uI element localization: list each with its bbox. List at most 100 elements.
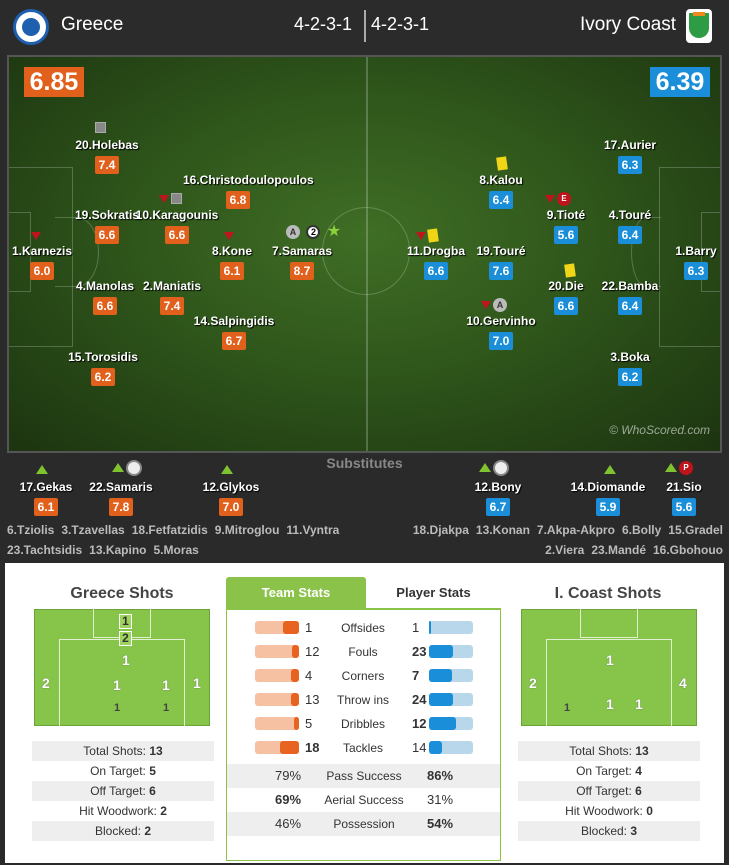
stats-tabs: Team Stats Player Stats xyxy=(226,577,501,609)
away-bench-row-1: 18.Djakpa 13.Konan 7.Akpa-Akpro 6.Bolly 15.G… xyxy=(413,523,723,537)
player-rating: 6.4 xyxy=(489,191,513,209)
team-stats-box: 1 Offsides 1 12 Fouls 23 4 Corners 7 13 Throw ins 2… xyxy=(226,609,501,861)
formation-pitch: 6.85 6.39 A 2 ★ E A 20.Holebas 7.4 16.Chr… xyxy=(7,55,722,453)
sub-bony[interactable]: 12.Bony 6.7 xyxy=(474,480,522,516)
sub-on-arrow-icon xyxy=(112,463,124,473)
home-team-rating: 6.85 xyxy=(24,67,84,97)
player-bamba[interactable]: 22.Bamba 6.4 xyxy=(601,279,659,315)
home-shots-pitch: 1 2 1 2 1 1 1 1 1 xyxy=(34,608,210,729)
bench-player[interactable]: 6.Bolly xyxy=(621,523,662,537)
away-stat-value: 23 xyxy=(412,644,427,659)
home-stat-value: 12 xyxy=(305,644,320,659)
player-rating: 7.4 xyxy=(160,297,184,315)
home-team-name[interactable]: Greece xyxy=(61,14,124,35)
shot-zone-in-box-right: 1 xyxy=(635,696,643,712)
player-salpingidis[interactable]: 14.Salpingidis 6.7 xyxy=(193,314,275,350)
away-stat-bar-bg xyxy=(429,621,473,634)
shot-zone-left: 2 xyxy=(529,675,537,691)
drogba-icons xyxy=(416,227,440,243)
player-rating: 6.1 xyxy=(34,498,58,516)
bench-player[interactable]: 11.Vyntra xyxy=(286,523,340,537)
bench-player[interactable]: 23.Mandé xyxy=(591,543,646,557)
tab-player-stats[interactable]: Player Stats xyxy=(366,577,501,609)
player-christodoulopoulos[interactable]: 16.Christodoulopoulos 6.8 xyxy=(183,173,314,209)
player-manolas[interactable]: 4.Manolas 6.6 xyxy=(75,279,135,315)
sub-glykos[interactable]: 12.Glykos 7.0 xyxy=(202,480,260,516)
bench-player[interactable]: 6.Tziolis xyxy=(7,523,55,537)
away-formation: 4-2-3-1 xyxy=(371,14,430,34)
player-boka[interactable]: 3.Boka 6.2 xyxy=(610,350,650,386)
away-team-name[interactable]: Ivory Coast xyxy=(580,14,677,35)
player-die[interactable]: 20.Die 6.6 xyxy=(548,279,584,315)
bench-player[interactable]: 9.Mitroglou xyxy=(214,523,280,537)
player-holebas[interactable]: 20.Holebas 7.4 xyxy=(75,138,139,174)
player-sokratis[interactable]: 19.Sokratis 6.6 xyxy=(74,208,140,244)
diomande-icons xyxy=(604,461,618,477)
shot-zone-box-mid: 2 xyxy=(119,631,132,646)
percent-stat-row: 79% Pass Success 86% xyxy=(227,764,500,788)
sub-on-arrow-icon xyxy=(221,465,233,475)
home-stat-bar xyxy=(283,621,299,634)
bench-player[interactable]: 18.Djakpa xyxy=(412,523,469,537)
home-stat-bar-bg xyxy=(255,693,299,706)
home-stat-bar-bg xyxy=(255,645,299,658)
samaris-icons xyxy=(112,459,144,476)
player-kalou[interactable]: 8.Kalou 6.4 xyxy=(479,173,523,209)
sub-sio[interactable]: 21.Sio 5.6 xyxy=(666,480,702,516)
player-toure-19[interactable]: 19.Touré 7.6 xyxy=(476,244,526,280)
bench-player[interactable]: 13.Konan xyxy=(475,523,530,537)
substitutes-title: Substitutes xyxy=(326,455,403,471)
home-formation: 4-2-3-1 xyxy=(294,14,353,34)
bench-player[interactable]: 23.Tachtsidis xyxy=(7,543,83,557)
bench-player[interactable]: 18.Fetfatzidis xyxy=(131,523,208,537)
bench-player[interactable]: 16.Gbohouo xyxy=(653,543,723,557)
shot-stat-row: Total Shots: 13 xyxy=(518,741,700,761)
away-stat-bar xyxy=(429,741,442,754)
player-rating: 6.3 xyxy=(684,262,708,280)
error-badge-icon: E xyxy=(557,191,571,206)
glykos-icons xyxy=(221,461,235,477)
shot-stat-row: Blocked: 2 xyxy=(32,821,214,841)
sub-samaris[interactable]: 22.Samaris 7.8 xyxy=(89,480,153,516)
shot-zone-in-box-right: 1 xyxy=(162,677,170,693)
sub-on-arrow-icon xyxy=(604,465,616,475)
player-rating: 6.6 xyxy=(165,226,189,244)
player-aurier[interactable]: 17.Aurier 6.3 xyxy=(603,138,657,174)
team-stat-label: Tackles xyxy=(342,741,383,755)
team-stat-label: Corners xyxy=(341,669,385,683)
player-kone[interactable]: 8.Kone 6.1 xyxy=(211,244,252,280)
player-gervinho[interactable]: 10.Gervinho 7.0 xyxy=(466,314,536,350)
bench-player[interactable]: 2.Viera xyxy=(545,543,585,557)
bench-player[interactable]: 15.Gradel xyxy=(668,523,723,537)
player-rating: 6.7 xyxy=(222,332,246,350)
sub-off-arrow-icon xyxy=(31,231,41,240)
player-tiote[interactable]: 9.Tioté 5.6 xyxy=(546,208,586,244)
bench-player[interactable]: 5.Moras xyxy=(153,543,199,557)
player-rating: 7.8 xyxy=(109,498,133,516)
player-karnezis[interactable]: 1.Karnezis 6.0 xyxy=(11,244,73,280)
bench-player[interactable]: 3.Tzavellas xyxy=(61,523,125,537)
sub-diomande[interactable]: 14.Diomande 5.9 xyxy=(570,480,646,516)
home-bench-row-1: 6.Tziolis 3.Tzavellas 18.Fetfatzidis 9.Mitr… xyxy=(7,523,339,537)
player-rating: 6.2 xyxy=(618,368,642,386)
bench-player[interactable]: 13.Kapino xyxy=(89,543,147,557)
player-samaras[interactable]: 7.Samaras 8.7 xyxy=(271,244,333,280)
shot-zone-six-left: 1 xyxy=(564,702,571,714)
sub-off-arrow-icon xyxy=(224,231,234,240)
sub-gekas[interactable]: 17.Gekas 6.1 xyxy=(19,480,73,516)
tab-team-stats[interactable]: Team Stats xyxy=(226,577,366,609)
shot-zone-right: 4 xyxy=(679,675,687,691)
player-drogba[interactable]: 11.Drogba 6.6 xyxy=(406,244,466,280)
greece-crest-icon xyxy=(13,9,49,45)
ivory-coast-crest-icon xyxy=(686,9,712,43)
player-barry[interactable]: 1.Barry 6.3 xyxy=(675,244,717,280)
player-maniatis[interactable]: 2.Maniatis 7.4 xyxy=(142,279,202,315)
shot-zone-six-left: 1 xyxy=(114,702,121,714)
away-bench-row-2: 2.Viera 23.Mandé 16.Gbohouo xyxy=(545,543,723,557)
home-percent-value: 79% xyxy=(275,768,302,783)
bench-player[interactable]: 7.Akpa-Akpro xyxy=(536,523,615,537)
home-percent-value: 46% xyxy=(275,816,302,831)
player-toure-4[interactable]: 4.Touré 6.4 xyxy=(608,208,652,244)
player-karagounis[interactable]: 10.Karagounis 6.6 xyxy=(135,208,219,244)
player-torosidis[interactable]: 15.Torosidis 6.2 xyxy=(68,350,138,386)
